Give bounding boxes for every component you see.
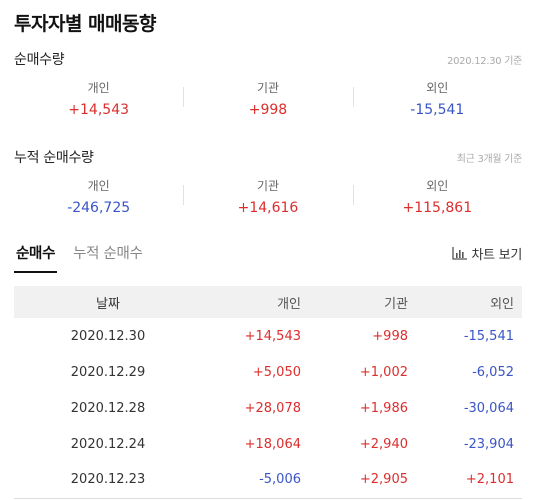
cumulative-section-header: 누적 순매수량 최근 3개월 기준 (14, 147, 522, 167)
bar-chart-icon (451, 247, 467, 260)
cumulative-stats: 개인 -246,725 기관 +14,616 외인 +115,861 (14, 177, 522, 221)
row-individual: +18,064 (244, 436, 301, 452)
net-stat-individual: 개인 +14,543 (14, 79, 183, 123)
row-date: 2020.12.23 (14, 462, 202, 499)
table-row: 2020.12.29 +5,050 +1,002 -6,052 (14, 354, 522, 390)
row-individual: +14,543 (244, 328, 301, 344)
stat-label: 개인 (87, 81, 110, 95)
stat-label: 기관 (256, 179, 280, 193)
table-row: 2020.12.28 +28,078 +1,986 -30,064 (14, 390, 522, 426)
col-header-date: 날짜 (96, 296, 120, 312)
table-header-row: 날짜 개인 기관 외인 (14, 286, 522, 318)
stat-value: +14,616 (237, 200, 299, 216)
row-institution: +1,986 (359, 400, 408, 416)
row-date: 2020.12.24 (70, 436, 146, 452)
stat-value: +115,861 (402, 200, 473, 216)
stat-value: +998 (248, 102, 288, 118)
tab-bar: 순매수 누적 순매수 (14, 241, 159, 273)
row-individual: -5,006 (202, 462, 309, 499)
row-institution: +2,940 (359, 436, 408, 452)
row-foreign: -6,052 (472, 364, 514, 380)
table-row: 2020.12.30 +14,543 +998 -15,541 (14, 318, 522, 354)
row-foreign: -23,904 (463, 436, 514, 452)
net-section-title: 순매수량 (14, 52, 65, 68)
net-section-header: 순매수량 2020.12.30 기준 (14, 49, 522, 69)
stat-label: 기관 (256, 81, 280, 95)
cumulative-stat-institution: 기관 +14,616 (183, 177, 352, 221)
cumulative-stat-foreign: 외인 +115,861 (352, 177, 522, 221)
col-header-foreign: 외인 (490, 296, 514, 312)
col-header-individual: 개인 (277, 296, 301, 312)
cumulative-section-title: 누적 순매수량 (14, 150, 94, 166)
stat-label: 개인 (87, 179, 110, 193)
table-row: 2020.12.23 -5,006 +2,905 +2,101 (14, 462, 522, 499)
table-row: 2020.12.24 +18,064 +2,940 -23,904 (14, 426, 522, 462)
tab-cumulative-net-buy[interactable]: 누적 순매수 (73, 246, 143, 262)
row-foreign: -30,064 (463, 400, 514, 416)
page-title: 투자자별 매매동향 (14, 13, 156, 35)
stat-value: +14,543 (68, 102, 130, 118)
investor-trade-table: 날짜 개인 기관 외인 2020.12.30 +14,543 +998 -15,… (14, 286, 522, 499)
row-institution: +2,905 (309, 462, 416, 499)
stat-label: 외인 (426, 81, 449, 95)
tab-net-buy[interactable]: 순매수 (14, 241, 58, 273)
cumulative-stat-individual: 개인 -246,725 (14, 177, 183, 221)
row-individual: +5,050 (252, 364, 301, 380)
row-date: 2020.12.29 (70, 364, 146, 380)
row-foreign: +2,101 (416, 462, 522, 499)
net-stat-institution: 기관 +998 (183, 79, 352, 123)
stat-value: -15,541 (410, 102, 465, 118)
net-stats: 개인 +14,543 기관 +998 외인 -15,541 (14, 79, 522, 123)
col-header-institution: 기관 (384, 296, 408, 312)
view-chart-button[interactable]: 차트 보기 (451, 244, 523, 263)
view-chart-label: 차트 보기 (471, 248, 523, 263)
stat-label: 외인 (426, 179, 449, 193)
row-institution: +998 (372, 328, 408, 344)
stat-value: -246,725 (67, 200, 131, 216)
row-date: 2020.12.30 (70, 328, 146, 344)
row-institution: +1,002 (359, 364, 408, 380)
net-section-date-note: 2020.12.30 기준 (447, 56, 522, 67)
row-individual: +28,078 (244, 400, 301, 416)
cumulative-section-period-note: 최근 3개월 기준 (456, 154, 523, 165)
net-stat-foreign: 외인 -15,541 (352, 79, 522, 123)
row-foreign: -15,541 (463, 328, 514, 344)
row-date: 2020.12.28 (70, 400, 146, 416)
